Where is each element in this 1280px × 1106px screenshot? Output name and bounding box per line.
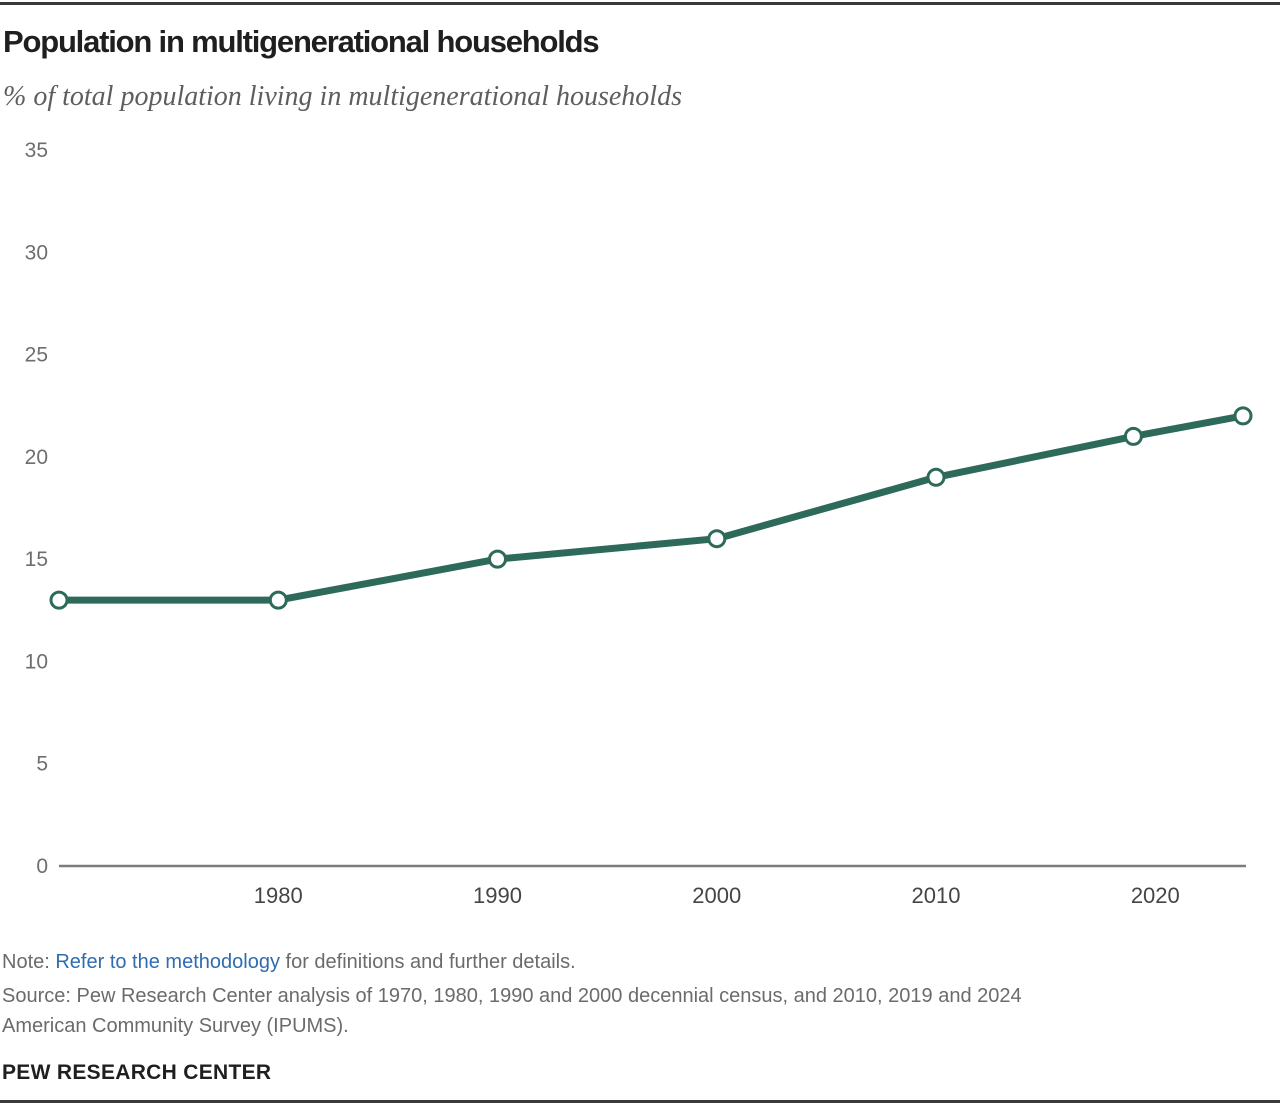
- page-subtitle: % of total population living in multigen…: [3, 81, 682, 112]
- trend-line: [59, 412, 1244, 604]
- page-title: Population in multigenerational househol…: [3, 24, 600, 59]
- y-tick-label: 0: [36, 855, 48, 878]
- source-line-2: American Community Survey (IPUMS).: [2, 1015, 349, 1037]
- methodology-link[interactable]: Refer to the methodology: [55, 951, 280, 973]
- x-tick-label: 1980: [254, 883, 303, 908]
- y-tick-label: 35: [25, 139, 48, 162]
- y-tick-label: 15: [25, 548, 48, 571]
- y-tick-label: 10: [25, 650, 48, 673]
- x-tick-label: 2000: [692, 883, 741, 908]
- data-point-marker: [268, 590, 288, 610]
- source-text: Source: Pew Research Center analysis of …: [2, 981, 1022, 1041]
- bottom-border-rule: [0, 1100, 1280, 1103]
- y-tick-label: 25: [25, 344, 48, 367]
- note-prefix: Note:: [2, 951, 56, 973]
- data-point-marker: [1233, 406, 1253, 426]
- x-tick-label: 2020: [1131, 883, 1180, 908]
- data-point-marker: [49, 590, 69, 610]
- top-border-rule: [0, 2, 1280, 5]
- x-tick-label: 1990: [473, 883, 522, 908]
- pew-research-center-wordmark: PEW RESEARCH CENTER: [2, 1061, 272, 1084]
- y-tick-label: 5: [36, 753, 48, 776]
- data-point-marker: [488, 549, 507, 569]
- data-point-marker: [1123, 426, 1143, 446]
- data-point-marker: [707, 529, 727, 549]
- data-point-marker: [926, 467, 946, 487]
- x-tick-label: 2010: [912, 883, 961, 908]
- note-line: Note: Refer to the methodology for defin…: [2, 951, 576, 974]
- line-chart: 0 5 10 15 20 25 30 35 1980 1990 2000 2010 2020: [25, 139, 1253, 908]
- y-tick-label: 20: [25, 446, 48, 469]
- y-tick-label: 30: [25, 241, 48, 264]
- source-line-1: Source: Pew Research Center analysis of …: [2, 985, 1022, 1007]
- note-suffix: for definitions and further details.: [279, 951, 576, 973]
